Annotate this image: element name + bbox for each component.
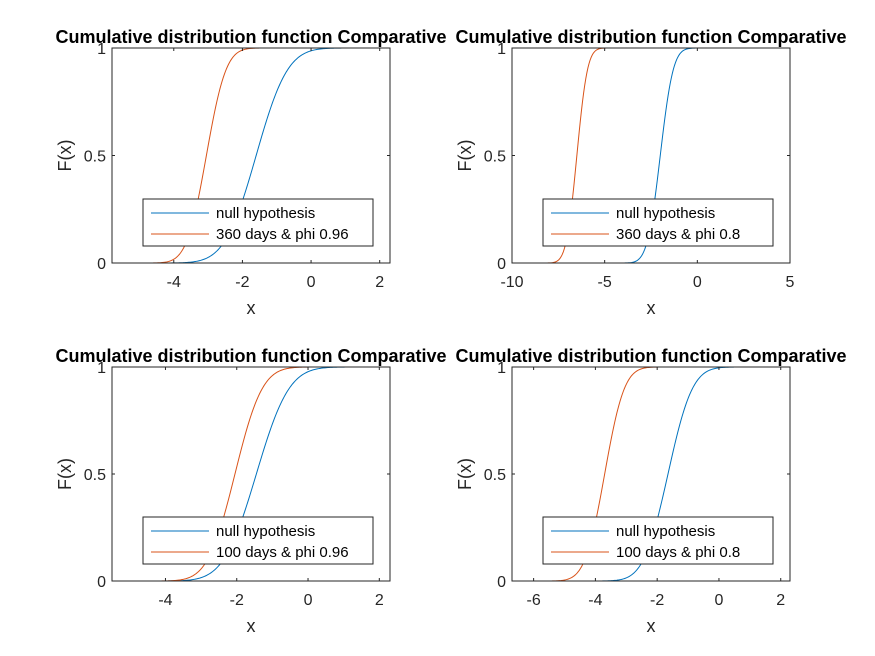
y-tick-label: 1 xyxy=(97,41,106,58)
legend-label: 100 days & phi 0.96 xyxy=(216,544,349,561)
chart-3: -4 -2 0 2 0 0.5 1 x F(x) null hypothesis 100 days … xyxy=(55,360,391,636)
legend: null hypothesis 360 days & phi 0.96 xyxy=(142,198,374,247)
y-tick-label: 0.5 xyxy=(484,467,506,484)
y-tick-label: 0.5 xyxy=(84,467,106,484)
x-tick-label: 0 xyxy=(307,274,316,291)
legend-box xyxy=(542,516,774,565)
x-axis-label: x xyxy=(247,616,256,636)
x-tick-label: -5 xyxy=(598,274,612,291)
legend-box xyxy=(142,516,374,565)
y-tick-label: 0 xyxy=(497,256,506,273)
chart-4: -6 -4 -2 0 2 0 0.5 1 x F(x) null hypothesis 100 day… xyxy=(455,360,791,636)
chart-title: Cumulative distribution function Compara… xyxy=(55,346,446,366)
legend-label: 360 days & phi 0.96 xyxy=(216,226,349,243)
y-tick-label: 1 xyxy=(97,360,106,377)
x-tick-label: 0 xyxy=(715,592,724,609)
legend: null hypothesis 360 days & phi 0.8 xyxy=(542,198,774,247)
y-tick-label: 0 xyxy=(497,574,506,591)
x-tick-label: -10 xyxy=(500,274,523,291)
legend-box xyxy=(542,198,774,247)
legend-label: 100 days & phi 0.8 xyxy=(616,544,740,561)
x-axis-label: x xyxy=(247,298,256,318)
x-tick-label: 5 xyxy=(786,274,795,291)
legend-label: 360 days & phi 0.8 xyxy=(616,226,740,243)
x-tick-label: 0 xyxy=(693,274,702,291)
series-line-2 xyxy=(512,48,790,263)
x-tick-label: 2 xyxy=(776,592,785,609)
x-tick-label: 2 xyxy=(375,274,384,291)
y-axis-label: F(x) xyxy=(455,458,475,490)
y-tick-label: 1 xyxy=(497,360,506,377)
x-tick-label: -4 xyxy=(167,274,181,291)
y-axis-label: F(x) xyxy=(55,140,75,172)
legend-label: null hypothesis xyxy=(616,205,715,222)
y-tick-label: 0.5 xyxy=(484,149,506,166)
x-axis-label: x xyxy=(647,616,656,636)
x-tick-label: 0 xyxy=(304,592,313,609)
legend-label: null hypothesis xyxy=(216,205,315,222)
chart-2: -10 -5 0 5 0 0.5 1 x F(x) null hypothesis 360 days… xyxy=(455,41,795,318)
y-tick-label: 1 xyxy=(497,41,506,58)
y-axis-label: F(x) xyxy=(455,140,475,172)
chart-1: -4 -2 0 2 0 0.5 1 x F(x) null hypothesis 360 days … xyxy=(55,41,391,318)
x-tick-label: -2 xyxy=(235,274,249,291)
y-tick-label: 0 xyxy=(97,256,106,273)
chart-title: Cumulative distribution function Compara… xyxy=(455,27,846,47)
x-tick-label: -6 xyxy=(527,592,541,609)
x-tick-label: -2 xyxy=(650,592,664,609)
x-tick-label: -2 xyxy=(230,592,244,609)
x-tick-label: -4 xyxy=(588,592,602,609)
legend-box xyxy=(142,198,374,247)
x-tick-label: 2 xyxy=(375,592,384,609)
legend: null hypothesis 100 days & phi 0.96 xyxy=(142,516,374,565)
y-tick-label: 0 xyxy=(97,574,106,591)
chart-title: Cumulative distribution function Compara… xyxy=(455,346,846,366)
x-tick-label: -4 xyxy=(158,592,172,609)
y-tick-label: 0.5 xyxy=(84,149,106,166)
legend-label: null hypothesis xyxy=(216,523,315,540)
chart-title: Cumulative distribution function Compara… xyxy=(55,27,446,47)
y-axis-label: F(x) xyxy=(55,458,75,490)
x-axis-label: x xyxy=(647,298,656,318)
legend: null hypothesis 100 days & phi 0.8 xyxy=(542,516,774,565)
legend-label: null hypothesis xyxy=(616,523,715,540)
